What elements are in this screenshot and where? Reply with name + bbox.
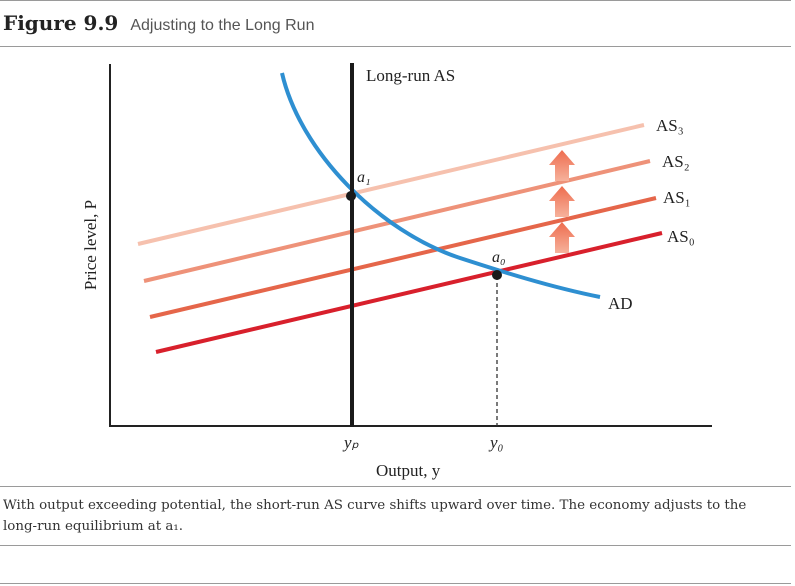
header-rule: [0, 46, 791, 47]
as0-label: AS₀: [667, 227, 695, 246]
shift-arrow-icon: [549, 222, 575, 253]
figure-header: Figure 9.9 Adjusting to the Long Run: [3, 11, 314, 35]
as2-label: AS₂: [662, 152, 690, 171]
as3-label: AS₃: [656, 116, 684, 135]
caption-bottom-rule: [0, 545, 791, 546]
as2-curve: [143, 159, 651, 283]
top-rule: [0, 0, 791, 1]
as3-curve: [137, 123, 645, 246]
as0-curve: [155, 231, 663, 354]
figure-caption: With output exceeding potential, the sho…: [3, 498, 747, 534]
shift-arrow-icon: [549, 186, 575, 217]
ad-label: AD: [608, 294, 633, 313]
y-axis-label: Price level, P: [81, 200, 100, 290]
ad-curve: [280, 72, 601, 299]
as1-curve: [149, 196, 657, 319]
long-run-as-label: Long-run AS: [366, 66, 455, 85]
shift-arrow-icon: [549, 150, 575, 181]
caption-top-rule: [0, 486, 791, 487]
figure-number: Figure 9.9: [3, 11, 119, 35]
bottom-rule: [0, 583, 791, 584]
x-axis-label: Output, y: [376, 461, 441, 480]
point-a1: [346, 191, 356, 201]
as1-label: AS₁: [663, 188, 691, 207]
tick-label-yp: yₚ: [342, 433, 360, 452]
point-a1-label: a₁: [357, 169, 371, 186]
tick-label-y0: y₀: [488, 433, 504, 452]
point-a0-label: a₀: [492, 249, 506, 266]
figure-title: Adjusting to the Long Run: [130, 17, 315, 34]
point-a0: [492, 270, 502, 280]
